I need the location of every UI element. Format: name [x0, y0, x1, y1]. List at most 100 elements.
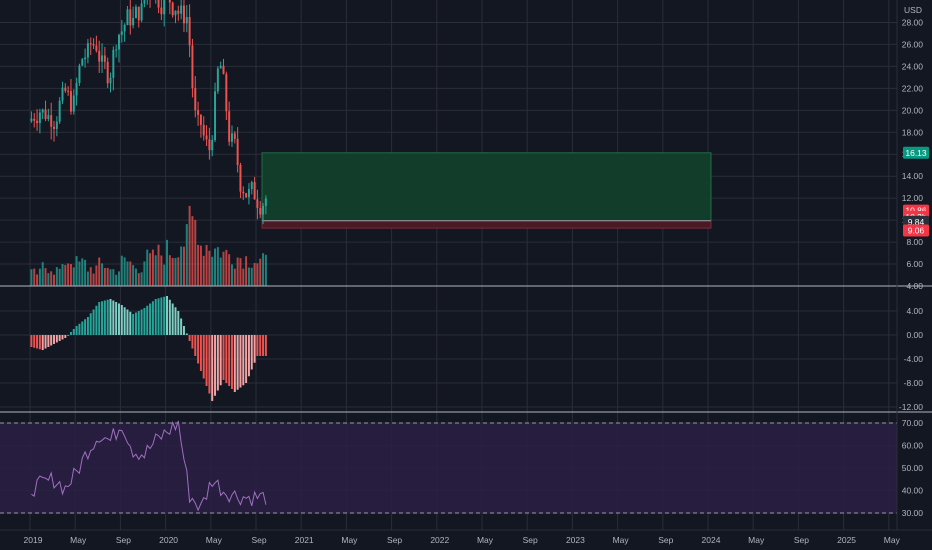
candle-body [264, 198, 267, 206]
volume-bar [84, 259, 87, 286]
time-axis-label: Sep [116, 535, 131, 545]
macd-bar [75, 326, 78, 335]
time-axis-label: May [613, 535, 630, 545]
time-axis-label: 2020 [159, 535, 178, 545]
macd-bar [236, 335, 239, 390]
price-tick-label: 20.00 [902, 105, 924, 115]
time-axis-label: Sep [658, 535, 673, 545]
volume-bar [41, 262, 44, 286]
macd-bar [92, 309, 95, 335]
volume-bar [55, 267, 58, 286]
volume-bar [259, 258, 262, 286]
candle-body [245, 193, 248, 198]
price-tick-label: 26.00 [902, 39, 924, 49]
volume-bar [253, 263, 256, 286]
candle-body [230, 133, 233, 142]
volume-bar [92, 273, 95, 286]
macd-bar [211, 335, 214, 401]
rsi-tick-label: 70.00 [902, 418, 924, 428]
macd-bar [233, 335, 236, 392]
candle-body [228, 111, 231, 142]
volume-bar [132, 265, 135, 286]
price-tick-label: 18.00 [902, 127, 924, 137]
candle-body [236, 138, 239, 166]
macd-bar [216, 335, 219, 391]
volume-bar [160, 255, 163, 286]
candle-body [163, 0, 166, 15]
macd-bar [180, 318, 183, 335]
volume-bar [38, 268, 41, 286]
volume-bar [69, 264, 72, 286]
candle-body [182, 5, 185, 24]
candle-body [67, 90, 70, 92]
macd-bar [115, 302, 118, 335]
time-axis-label: May [748, 535, 765, 545]
time-axis-label: Sep [523, 535, 538, 545]
candle-body [115, 49, 118, 51]
macd-bar [50, 335, 53, 346]
candle-body [143, 0, 146, 4]
candle-body [194, 88, 197, 111]
volume-bar [72, 267, 75, 286]
volume-bar [256, 263, 259, 286]
price-tag-text: 9.06 [908, 225, 925, 235]
candle-body [157, 0, 160, 8]
candle-body [185, 17, 188, 24]
candle-body [98, 50, 101, 62]
volume-bar [171, 257, 174, 286]
macd-bar [134, 312, 137, 335]
volume-bar [247, 267, 250, 286]
volume-bar [177, 257, 180, 286]
macd-bar [199, 335, 202, 371]
rsi-axis[interactable]: 30.00 40.00 50.00 60.00 70.00 [902, 418, 924, 518]
macd-bar [253, 335, 256, 363]
volume-bar [106, 267, 109, 286]
macd-bar [44, 335, 47, 349]
macd-bar [123, 307, 126, 335]
candle-body [38, 112, 41, 124]
macd-bar [242, 335, 245, 386]
macd-bar [129, 311, 132, 335]
price-tag[interactable]: 9.06 [903, 224, 929, 237]
macd-bar [171, 303, 174, 335]
rsi-line-path [31, 420, 267, 512]
macd-bar [86, 317, 89, 335]
candle-body [140, 3, 143, 21]
profit-zone[interactable] [261, 152, 712, 222]
macd-axis[interactable]: -12.00 -8.00 -4.00 0.00 4.00 [899, 306, 923, 412]
candle-body [84, 57, 87, 60]
volume-bar [149, 253, 152, 286]
macd-bar [38, 335, 41, 350]
volume-bar [230, 264, 233, 286]
candle-body [262, 205, 265, 215]
pane-separators[interactable] [0, 0, 932, 530]
candle-body [61, 87, 64, 101]
volume-bar [115, 274, 118, 286]
candle-body [129, 9, 132, 26]
volume-bar [182, 246, 185, 286]
price-axis[interactable]: USD 4.006.008.0010.0012.0014.0016.0018.0… [902, 5, 929, 291]
volume-bar [33, 268, 36, 286]
macd-bar [140, 309, 143, 335]
volume-bar [78, 261, 81, 286]
candle-body [89, 43, 92, 45]
candle-body [72, 95, 75, 112]
volume-bar [75, 256, 78, 286]
macd-bar [69, 332, 72, 335]
long-position-tool[interactable] [261, 152, 712, 229]
macd-bar [120, 305, 123, 335]
candle-body [180, 5, 183, 14]
volume-bar [191, 216, 194, 286]
macd-bar [225, 335, 228, 383]
candle-body [112, 49, 115, 78]
macd-bar [58, 335, 61, 341]
macd-bar [109, 299, 112, 335]
price-tag[interactable]: 16.13 [903, 146, 929, 159]
time-axis[interactable]: 2019 May Sep 2020 May Sep 2021 May Sep 2022 May Sep… [0, 529, 932, 545]
macd-bar [146, 305, 149, 335]
stop-loss-zone[interactable] [261, 220, 712, 229]
candle-body [168, 0, 171, 3]
macd-bar [262, 335, 265, 356]
time-axis-label: May [206, 535, 223, 545]
